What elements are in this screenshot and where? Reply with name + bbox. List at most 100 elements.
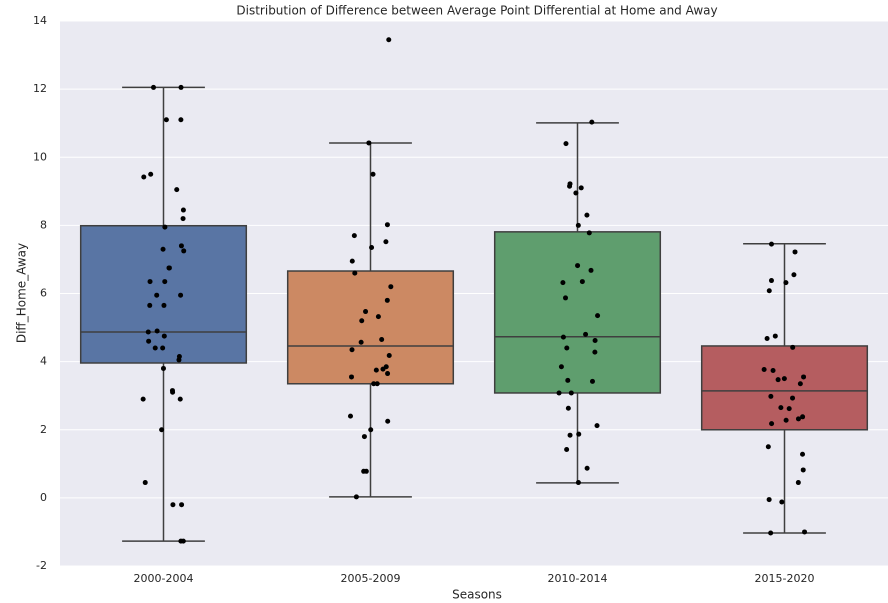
data-point xyxy=(366,140,372,146)
data-point xyxy=(772,333,778,339)
data-point xyxy=(588,267,594,273)
data-point xyxy=(568,390,574,396)
data-point xyxy=(141,174,147,180)
x-tick-label: 2005-2009 xyxy=(341,572,401,585)
data-point xyxy=(564,447,570,453)
data-point xyxy=(384,222,390,228)
box xyxy=(493,231,662,394)
box xyxy=(700,345,869,431)
y-tick-label: -2 xyxy=(36,559,47,572)
data-point xyxy=(363,309,369,315)
data-point xyxy=(765,444,771,450)
data-point xyxy=(768,393,774,399)
y-tick-label: 8 xyxy=(40,218,47,231)
data-point xyxy=(159,427,165,433)
data-point xyxy=(800,414,806,420)
data-point xyxy=(145,329,151,335)
data-point xyxy=(775,377,781,383)
data-point xyxy=(352,270,358,276)
box xyxy=(286,270,455,385)
data-point xyxy=(558,364,564,370)
data-point xyxy=(801,374,807,380)
data-point xyxy=(349,258,355,264)
data-point xyxy=(178,84,184,90)
data-point xyxy=(379,336,385,342)
data-point xyxy=(783,417,789,423)
data-point xyxy=(573,190,579,196)
y-tick-label: 6 xyxy=(40,287,47,300)
data-point xyxy=(380,366,386,372)
data-point xyxy=(790,344,796,350)
data-point xyxy=(161,302,167,308)
data-point xyxy=(388,284,394,290)
data-point xyxy=(140,396,146,402)
data-point xyxy=(347,413,353,419)
data-point xyxy=(162,224,168,230)
data-point xyxy=(800,451,806,457)
x-tick-label: 2015-2020 xyxy=(755,572,815,585)
data-point xyxy=(768,241,774,247)
data-point xyxy=(586,230,592,236)
data-point xyxy=(567,183,573,189)
data-point xyxy=(384,297,390,303)
data-point xyxy=(160,246,166,252)
data-point xyxy=(181,248,187,254)
data-point xyxy=(154,328,160,334)
data-point xyxy=(178,243,184,249)
data-point xyxy=(797,381,803,387)
data-point xyxy=(563,141,569,147)
data-point xyxy=(764,335,770,341)
data-point xyxy=(795,416,801,422)
chart-title: Distribution of Difference between Avera… xyxy=(236,4,717,18)
x-axis-label: Seasons xyxy=(452,588,502,602)
box xyxy=(79,224,248,364)
data-point xyxy=(584,465,590,471)
data-point xyxy=(180,538,186,544)
data-point xyxy=(583,331,589,337)
data-point xyxy=(351,233,357,239)
data-point xyxy=(386,37,392,43)
data-point xyxy=(154,292,160,298)
data-point xyxy=(575,480,581,486)
data-point xyxy=(791,272,797,278)
data-point xyxy=(348,374,354,380)
data-point xyxy=(369,245,375,251)
data-point xyxy=(142,480,148,486)
data-point xyxy=(180,216,186,222)
x-tick-label: 2010-2014 xyxy=(548,572,608,585)
y-tick-label: 10 xyxy=(33,150,47,163)
data-point xyxy=(147,279,153,285)
data-point xyxy=(560,334,566,340)
data-point xyxy=(349,347,355,353)
data-point xyxy=(786,406,792,412)
data-point xyxy=(779,499,785,505)
data-point xyxy=(374,381,380,387)
y-tick-label: 0 xyxy=(40,491,47,504)
data-point xyxy=(594,423,600,429)
data-point xyxy=(575,263,581,269)
data-point xyxy=(800,467,806,473)
data-point xyxy=(383,239,389,245)
data-point xyxy=(146,338,152,344)
data-point xyxy=(375,314,381,320)
data-point xyxy=(166,265,172,271)
data-point xyxy=(386,352,392,358)
data-point xyxy=(575,222,581,228)
data-point xyxy=(795,480,801,486)
data-point xyxy=(790,395,796,401)
data-point xyxy=(176,357,182,363)
data-point xyxy=(761,366,767,372)
data-point xyxy=(385,418,391,424)
data-point xyxy=(147,302,153,308)
data-point xyxy=(592,338,598,344)
data-point xyxy=(563,295,569,301)
y-tick-label: 4 xyxy=(40,355,47,368)
data-point xyxy=(170,389,176,395)
data-point xyxy=(792,249,798,255)
data-point xyxy=(178,117,184,123)
data-point xyxy=(584,212,590,218)
x-tick-label: 2000-2004 xyxy=(134,572,194,585)
data-point xyxy=(802,529,808,535)
data-point xyxy=(564,345,570,351)
